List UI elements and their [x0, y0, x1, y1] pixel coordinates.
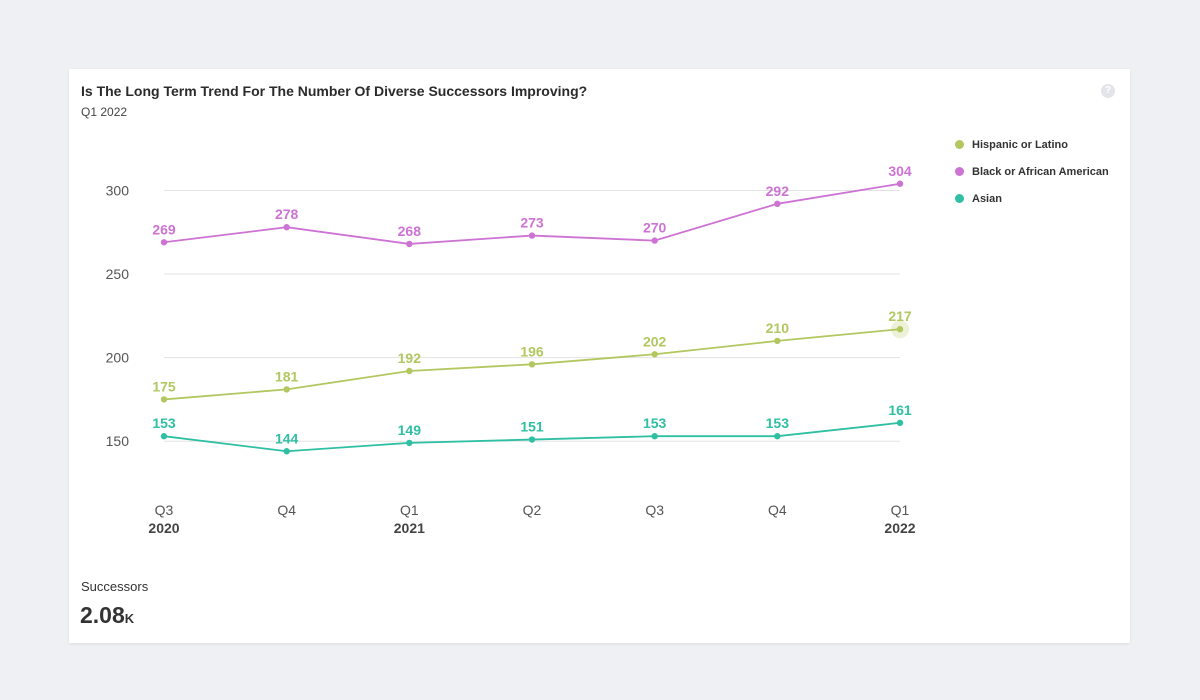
data-point: [160, 396, 168, 403]
data-label: 153: [766, 415, 790, 431]
data-label: 217: [888, 308, 912, 324]
legend-item[interactable]: Asian: [955, 185, 1109, 212]
data-point: [528, 232, 536, 239]
data-point: [283, 448, 290, 455]
metric-unit: K: [124, 611, 135, 626]
metric-number: 2.08: [80, 602, 125, 628]
data-label: 161: [888, 402, 912, 418]
legend-dot-icon: [955, 194, 964, 203]
y-tick-label: 200: [106, 350, 130, 366]
data-label: 151: [520, 419, 544, 435]
data-label: 196: [520, 343, 544, 359]
y-tick-label: 150: [106, 433, 130, 449]
data-label: 175: [152, 378, 176, 394]
data-point: [651, 237, 658, 244]
x-tick-year-label: 2020: [148, 520, 179, 536]
metric-label: Successors: [81, 579, 149, 594]
data-label: 270: [643, 220, 667, 236]
data-label: 268: [398, 223, 422, 239]
data-label: 149: [398, 422, 422, 438]
legend-item[interactable]: Black or African American: [955, 158, 1109, 185]
legend-item[interactable]: Hispanic or Latino: [955, 131, 1109, 158]
data-point: [651, 351, 658, 358]
data-point: [528, 361, 536, 368]
data-point: [896, 180, 904, 187]
x-tick-label: Q3: [155, 502, 174, 518]
data-label: 144: [275, 430, 299, 446]
x-tick-year-label: 2022: [884, 520, 915, 536]
data-point: [528, 436, 536, 443]
data-label: 153: [643, 415, 667, 431]
data-label: 202: [643, 333, 667, 349]
legend-dot-icon: [955, 140, 964, 149]
metric-value: 2.08K: [80, 602, 134, 629]
data-point: [283, 224, 290, 231]
x-tick-year-label: 2021: [394, 520, 425, 536]
data-point: [896, 419, 904, 427]
data-label: 304: [888, 163, 912, 179]
x-tick-label: Q4: [277, 502, 296, 518]
data-label: 278: [275, 206, 299, 222]
data-point: [651, 433, 658, 440]
data-point: [896, 326, 904, 333]
x-tick-label: Q1: [891, 502, 910, 518]
x-tick-label: Q2: [523, 502, 542, 518]
chart-legend: Hispanic or Latino Black or African Ameri…: [955, 131, 1109, 212]
data-point: [406, 367, 413, 375]
data-point: [774, 433, 781, 440]
legend-label: Black or African American: [972, 165, 1109, 178]
data-label: 292: [766, 183, 790, 199]
data-point: [774, 337, 781, 345]
legend-label: Hispanic or Latino: [972, 138, 1068, 151]
x-tick-label: Q1: [400, 502, 419, 518]
data-point: [160, 239, 168, 246]
data-point: [406, 439, 413, 447]
data-point: [160, 433, 168, 440]
x-tick-label: Q3: [645, 502, 664, 518]
data-label: 269: [152, 221, 176, 237]
data-label: 273: [520, 215, 544, 231]
data-label: 153: [152, 415, 176, 431]
y-tick-label: 250: [106, 266, 130, 282]
data-point: [283, 386, 290, 393]
legend-dot-icon: [955, 167, 964, 176]
chart-card: Is The Long Term Trend For The Number Of…: [69, 69, 1130, 643]
help-icon[interactable]: ?: [1101, 84, 1115, 98]
data-point: [406, 240, 413, 248]
chart-title: Is The Long Term Trend For The Number Of…: [81, 83, 588, 99]
legend-label: Asian: [972, 192, 1002, 205]
x-tick-label: Q4: [768, 502, 787, 518]
data-label: 210: [766, 320, 790, 336]
data-label: 192: [398, 350, 422, 366]
y-tick-label: 300: [106, 182, 130, 198]
data-point: [774, 200, 781, 208]
data-label: 181: [275, 368, 299, 384]
chart-subtitle: Q1 2022: [81, 105, 128, 119]
